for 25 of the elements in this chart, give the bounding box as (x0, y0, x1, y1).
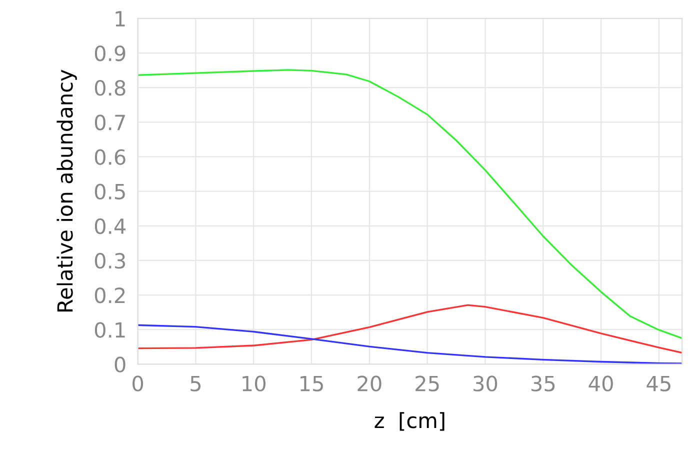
y-tick-label: 0.2 (94, 287, 125, 304)
y-tick-label: 0.9 (94, 45, 126, 62)
y-tick-label: 1 (116, 11, 125, 26)
x-tick-label: 5 (190, 376, 201, 392)
y-tick-label: 0.6 (94, 149, 126, 165)
line-series (138, 69, 682, 340)
y-tick-label: 0.8 (94, 80, 126, 96)
y-tick-label: 0.7 (94, 114, 125, 130)
x-axis-title: z [cm] (374, 412, 444, 431)
line-series (138, 304, 682, 354)
y-tick-label: 0.5 (94, 184, 125, 200)
x-tick-label: 30 (474, 376, 498, 392)
x-tick-label: 35 (531, 376, 555, 392)
y-tick-label: 0.1 (94, 322, 125, 338)
x-tick-label: 40 (588, 376, 613, 392)
y-tick-label: 0.3 (94, 252, 126, 269)
x-tick-label: 15 (300, 376, 323, 392)
y-tick-label: 0.4 (94, 218, 126, 234)
x-tick-label: 25 (416, 376, 439, 392)
x-tick-label: 45 (646, 376, 670, 392)
x-tick-label: 10 (242, 376, 266, 392)
x-tick-label: 0 (132, 376, 144, 392)
y-axis-title: Relative ion abundancy (56, 70, 77, 312)
y-tick-label: 0 (114, 356, 126, 372)
x-tick-label: 20 (358, 376, 382, 392)
